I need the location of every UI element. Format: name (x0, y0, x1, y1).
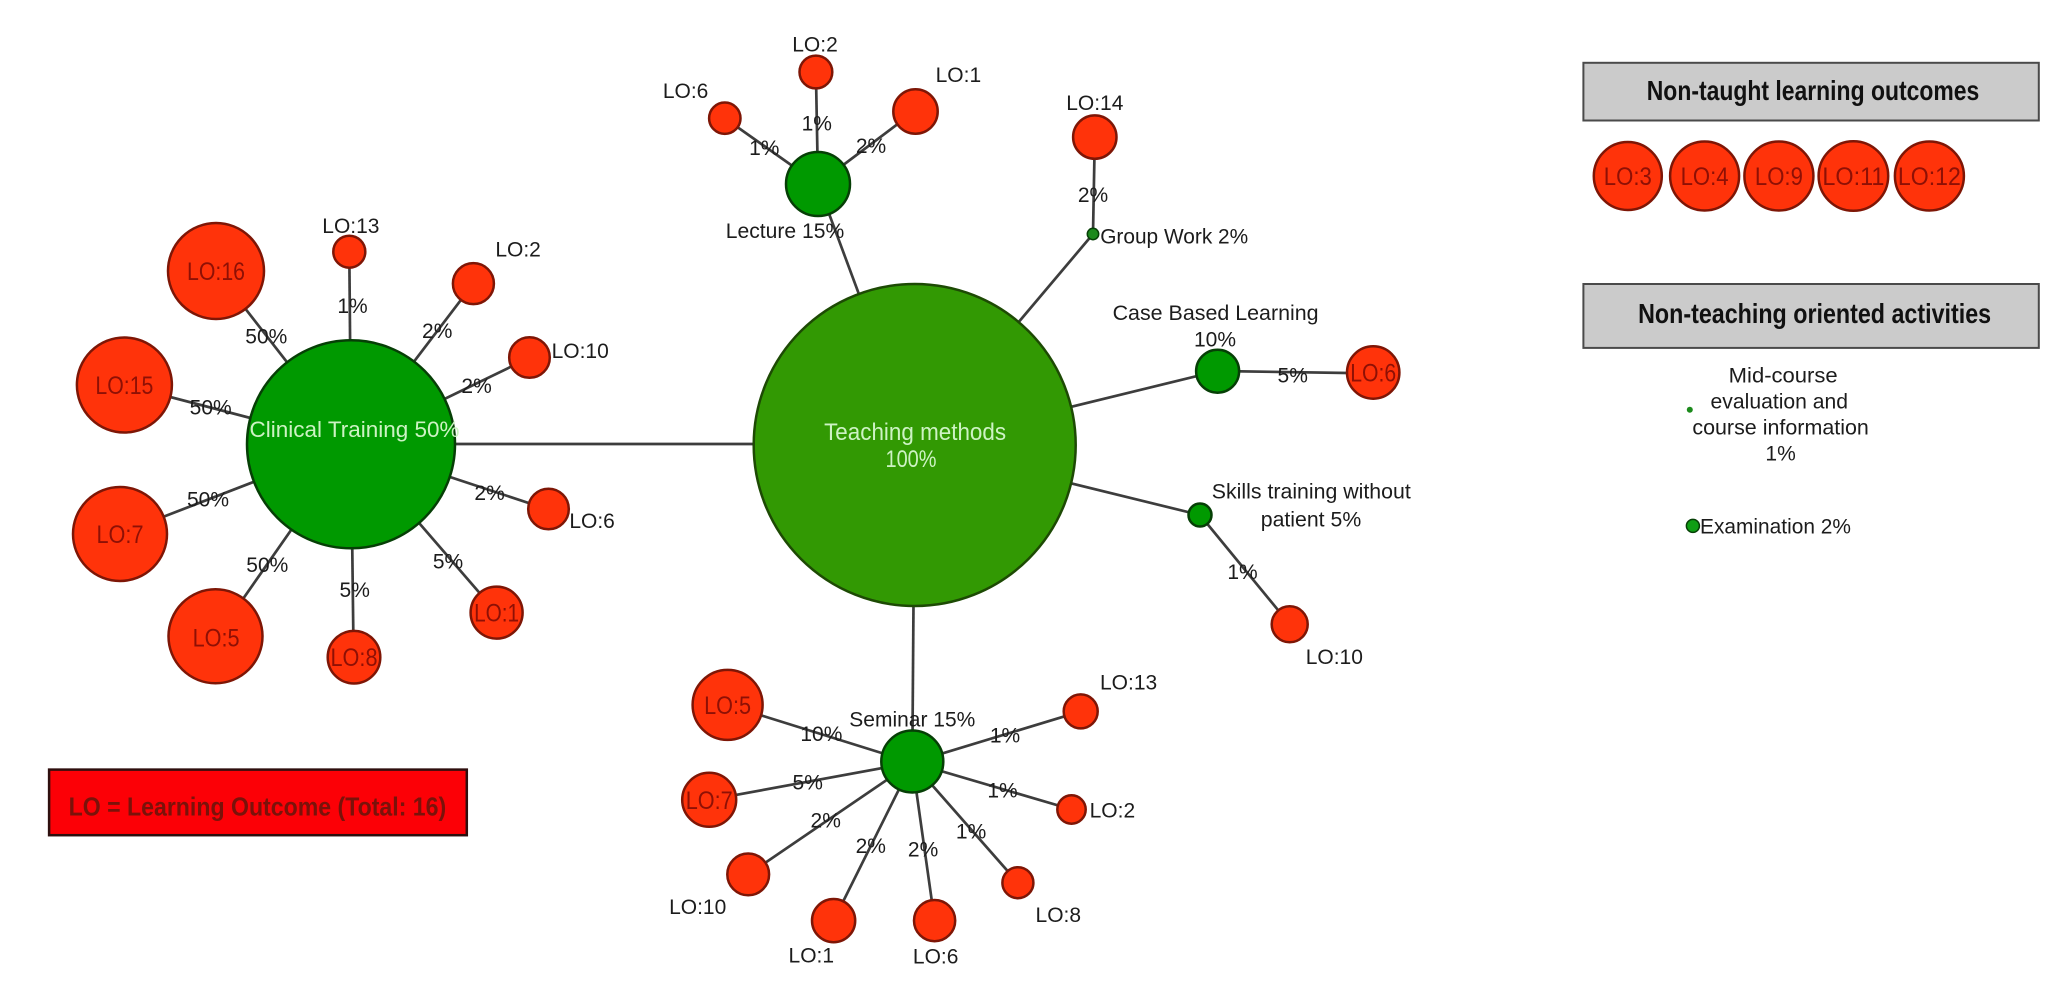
svg-text:LO:7: LO:7 (686, 787, 733, 815)
svg-text:LO:7: LO:7 (97, 521, 144, 549)
svg-text:1%: 1% (987, 780, 1017, 803)
svg-text:Lecture 15%: Lecture 15% (726, 220, 845, 243)
svg-text:LO:1: LO:1 (789, 945, 835, 968)
svg-text:10%: 10% (800, 723, 842, 746)
svg-text:LO:8: LO:8 (331, 644, 378, 672)
svg-text:LO:6: LO:6 (1350, 360, 1396, 388)
svg-text:Clinical Training 50%: Clinical Training 50% (250, 417, 460, 442)
svg-text:1%: 1% (337, 295, 367, 318)
svg-text:1%: 1% (749, 137, 779, 160)
svg-text:Non-taught learning outcomes: Non-taught learning outcomes (1647, 75, 1980, 106)
svg-text:Case Based Learning: Case Based Learning (1113, 302, 1319, 325)
svg-text:LO:5: LO:5 (704, 692, 751, 720)
svg-text:evaluation and: evaluation and (1711, 391, 1849, 414)
svg-text:LO:1: LO:1 (474, 600, 519, 628)
svg-text:LO:8: LO:8 (1036, 904, 1082, 927)
svg-text:10%: 10% (1194, 329, 1236, 352)
svg-text:LO:6: LO:6 (663, 80, 709, 103)
svg-text:50%: 50% (246, 554, 288, 577)
svg-text:Examination 2%: Examination 2% (1700, 515, 1851, 538)
svg-text:LO:6: LO:6 (569, 510, 615, 533)
svg-text:LO:6: LO:6 (913, 946, 959, 969)
svg-text:5%: 5% (1278, 364, 1308, 387)
svg-text:Mid-course: Mid-course (1729, 365, 1838, 388)
svg-text:Non-teaching oriented activiti: Non-teaching oriented activities (1638, 298, 1991, 329)
svg-text:50%: 50% (187, 488, 229, 511)
svg-text:2%: 2% (856, 135, 886, 158)
svg-text:LO:2: LO:2 (792, 34, 838, 57)
svg-text:2%: 2% (461, 375, 491, 398)
svg-text:Teaching methods: Teaching methods (824, 419, 1006, 446)
svg-text:LO:15: LO:15 (95, 372, 153, 400)
svg-text:LO:11: LO:11 (1822, 163, 1884, 191)
svg-text:2%: 2% (422, 320, 452, 343)
svg-text:course information: course information (1692, 417, 1869, 440)
svg-text:LO:13: LO:13 (322, 215, 379, 238)
svg-text:LO:3: LO:3 (1604, 163, 1652, 191)
svg-text:2%: 2% (908, 838, 938, 861)
svg-text:50%: 50% (245, 325, 287, 348)
svg-text:Seminar 15%: Seminar 15% (849, 709, 975, 732)
svg-text:LO:10: LO:10 (669, 896, 726, 919)
svg-text:Group Work 2%: Group Work 2% (1100, 226, 1248, 249)
svg-text:patient 5%: patient 5% (1261, 509, 1362, 532)
svg-text:50%: 50% (190, 397, 232, 420)
svg-text:LO:16: LO:16 (187, 258, 245, 286)
svg-text:1%: 1% (802, 112, 832, 135)
svg-text:5%: 5% (793, 771, 823, 794)
svg-text:2%: 2% (811, 810, 841, 833)
svg-text:5%: 5% (340, 579, 370, 602)
svg-text:LO:2: LO:2 (495, 239, 541, 262)
svg-text:2%: 2% (474, 482, 504, 505)
svg-text:LO:14: LO:14 (1066, 92, 1124, 115)
svg-text:1%: 1% (990, 725, 1020, 748)
svg-text:LO:9: LO:9 (1755, 163, 1803, 191)
svg-text:LO:5: LO:5 (193, 624, 240, 652)
svg-text:LO:2: LO:2 (1090, 800, 1136, 823)
svg-text:2%: 2% (856, 835, 886, 858)
svg-text:LO:10: LO:10 (1306, 646, 1363, 669)
svg-text:LO:12: LO:12 (1898, 163, 1961, 191)
svg-text:1%: 1% (1227, 561, 1257, 584)
svg-text:2%: 2% (1078, 184, 1108, 207)
svg-text:5%: 5% (433, 550, 463, 573)
svg-text:1%: 1% (956, 820, 986, 843)
svg-text:LO = Learning Outcome (Total:: LO = Learning Outcome (Total: 16) (69, 791, 447, 821)
svg-text:LO:13: LO:13 (1100, 672, 1157, 695)
svg-text:LO:10: LO:10 (552, 340, 609, 363)
svg-text:1%: 1% (1765, 443, 1795, 466)
svg-text:LO:1: LO:1 (936, 64, 982, 87)
svg-text:Skills training without: Skills training without (1212, 481, 1411, 504)
svg-text:100%: 100% (886, 446, 937, 473)
svg-text:LO:4: LO:4 (1681, 163, 1729, 191)
